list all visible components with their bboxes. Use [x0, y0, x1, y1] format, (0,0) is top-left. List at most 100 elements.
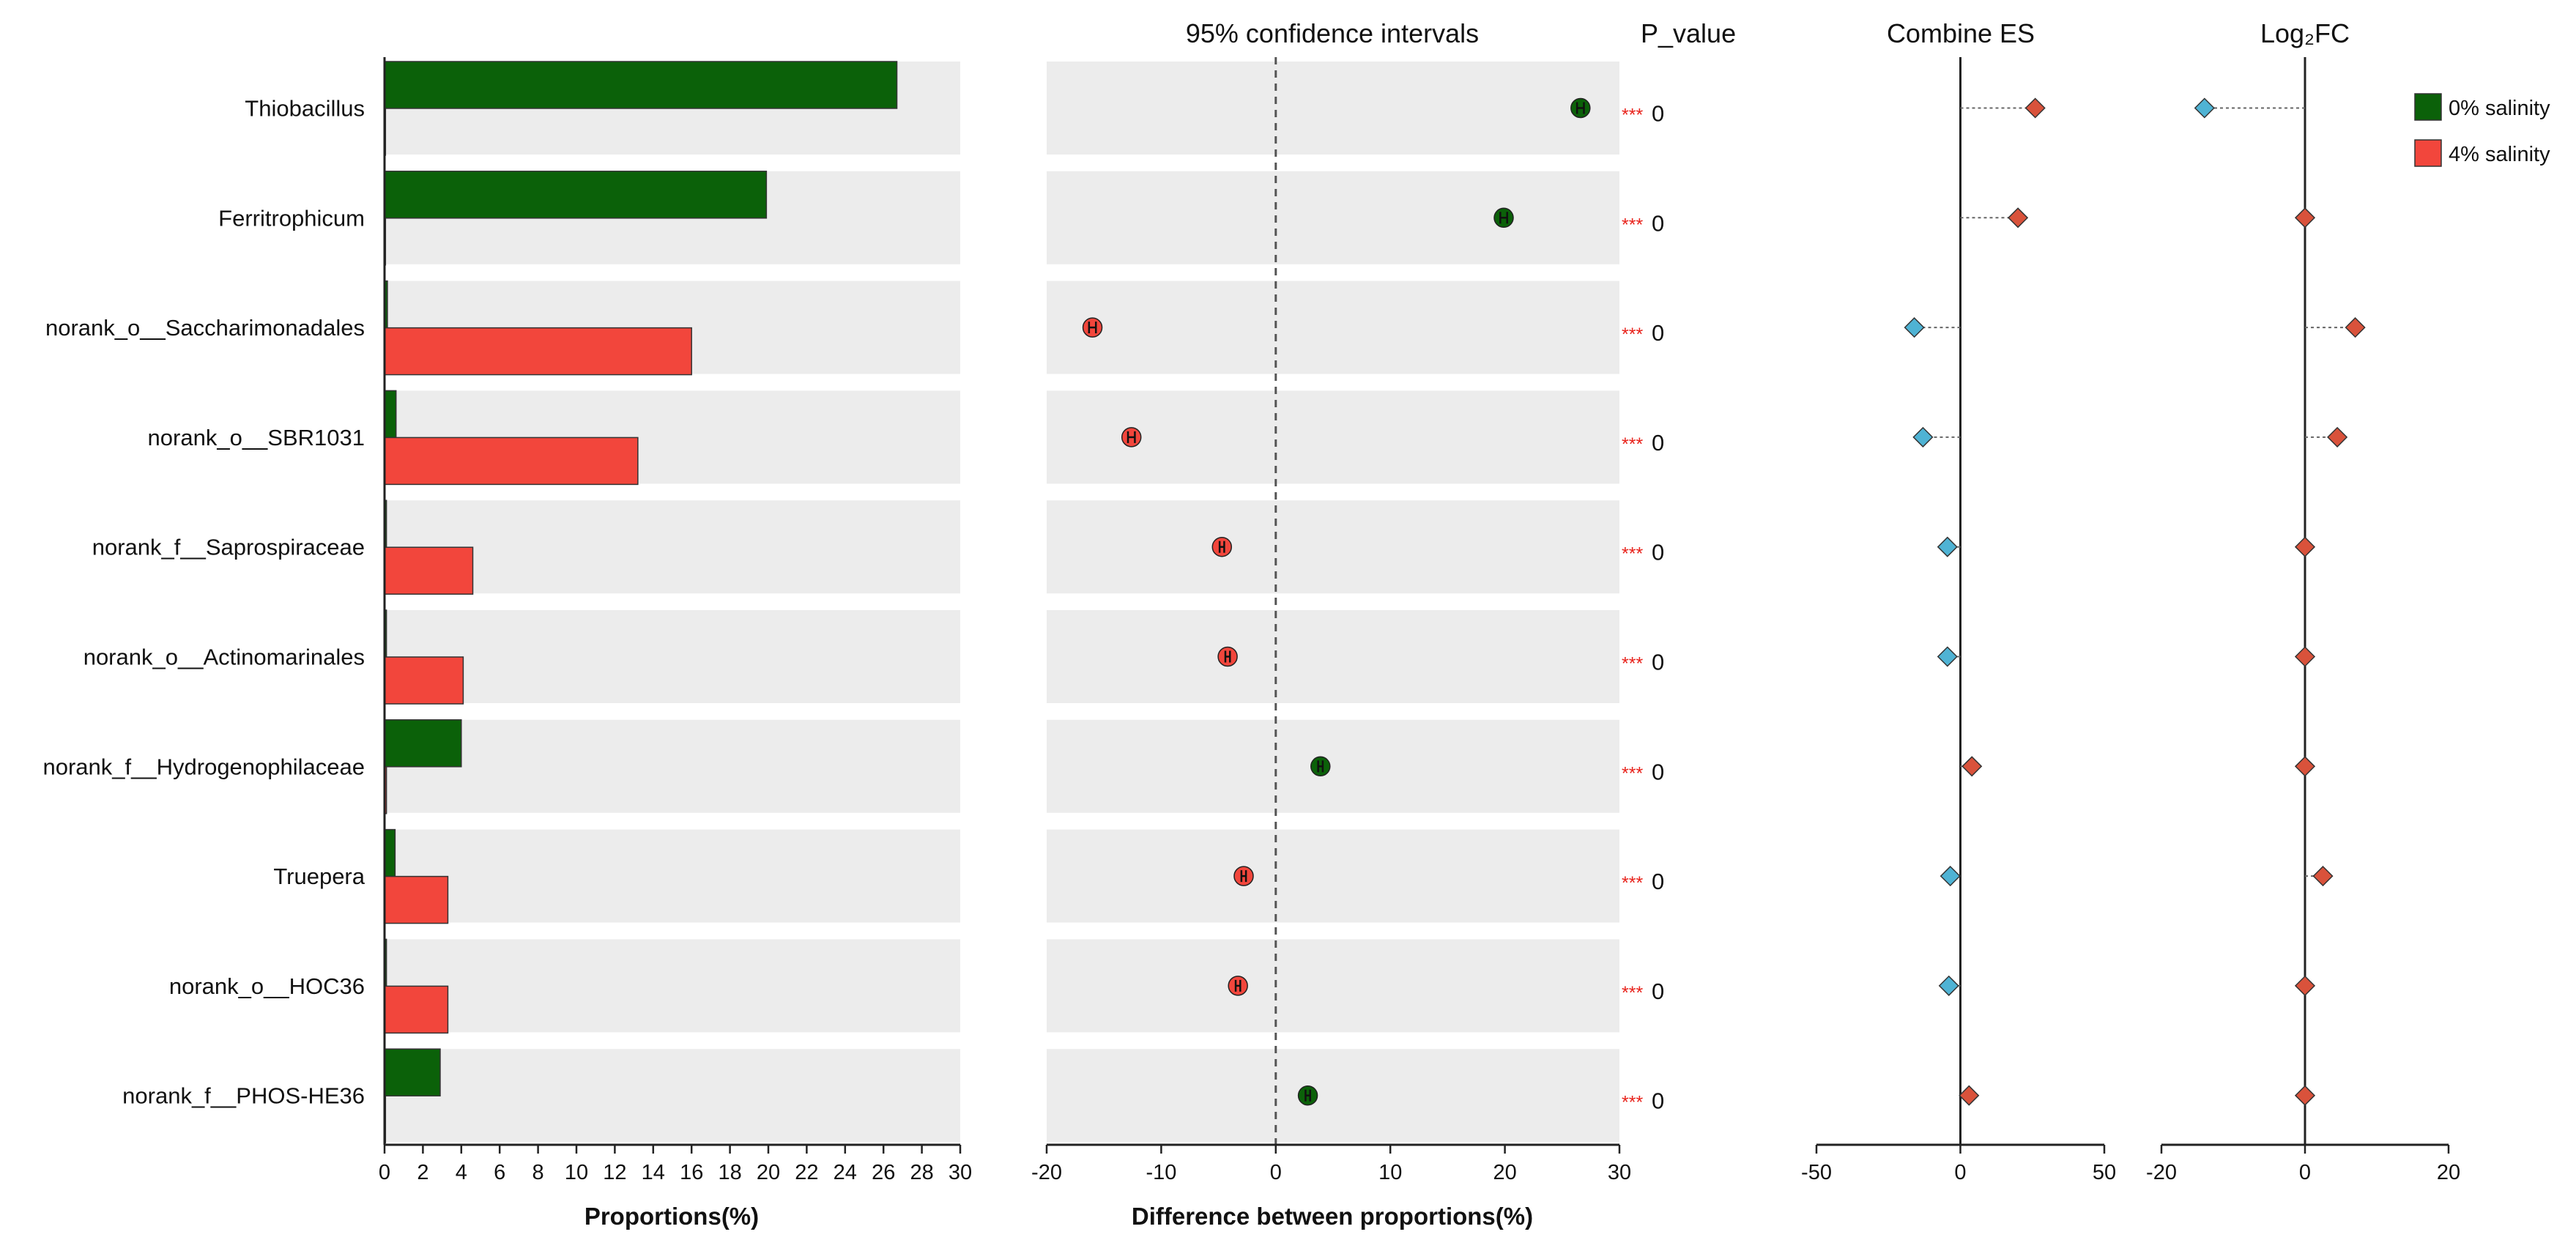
log2fc-tick-label: -20 — [2146, 1161, 2177, 1184]
bar-4-salinity-norank-o-saccharimonadales — [384, 327, 692, 376]
bar-4-salinity-norank-f-saprospiraceae — [384, 546, 474, 595]
difference-axis-title: Difference between proportions(%) — [1132, 1203, 1533, 1230]
row-background — [385, 610, 960, 703]
taxon-label-truepera: Truepera — [273, 864, 365, 889]
p-value-norank-o-sbr1031: 0 — [1652, 430, 1664, 456]
proportions-tick-label: 18 — [718, 1161, 741, 1184]
proportions-tick-label: 12 — [603, 1161, 626, 1184]
proportions-tick-label: 16 — [680, 1161, 703, 1184]
proportions-tick-label: 4 — [456, 1161, 467, 1184]
proportions-tick-label: 28 — [910, 1161, 933, 1184]
row-background — [385, 939, 960, 1033]
p-value-norank-f-saprospiraceae: 0 — [1652, 540, 1664, 565]
bar-0-salinity-thiobacillus — [384, 61, 898, 109]
log2fc-marker-norank-o-sbr1031 — [2327, 426, 2348, 448]
proportions-tick-label: 30 — [949, 1161, 972, 1184]
combine-es-marker-norank-o-actinomarinales — [1937, 646, 1958, 667]
p-value-norank-f-phos-he36: 0 — [1652, 1088, 1664, 1114]
row-background — [1047, 939, 1619, 1033]
taxon-label-norank-o-sbr1031: norank_o__SBR1031 — [148, 425, 365, 450]
row-background — [1047, 390, 1619, 484]
row-background — [385, 829, 960, 923]
significance-stars-norank-f-saprospiraceae: *** — [1622, 544, 1643, 565]
proportions-tick-label: 14 — [642, 1161, 665, 1184]
log2fc-marker-norank-f-phos-he36 — [2294, 1085, 2316, 1106]
proportions-tick-label: 26 — [872, 1161, 895, 1184]
bar-4-salinity-norank-o-sbr1031 — [384, 437, 639, 486]
bar-4-salinity-norank-o-hoc36 — [384, 985, 449, 1034]
combine-es-marker-norank-f-hydrogenophilaceae — [1961, 756, 1983, 777]
difference-tick-label: -20 — [1031, 1161, 1062, 1184]
difference-panel: -20 -10 0 10 20 30 — [1031, 57, 1631, 1184]
p-value-norank-f-hydrogenophilaceae: 0 — [1652, 759, 1664, 784]
log2fc-marker-truepera — [2312, 866, 2334, 887]
p-value-title: P_value — [1641, 18, 1736, 48]
significance-stars-norank-o-actinomarinales: *** — [1622, 654, 1643, 675]
row-background — [385, 500, 960, 594]
proportions-tick-label: 22 — [795, 1161, 818, 1184]
bar-0-salinity-ferritrophicum — [384, 171, 768, 219]
significance-stars-norank-o-sbr1031: *** — [1622, 434, 1643, 455]
taxon-label-norank-f-saprospiraceae: norank_f__Saprospiraceae — [92, 535, 365, 560]
row-background — [1047, 1049, 1619, 1143]
log2fc-marker-norank-f-hydrogenophilaceae — [2294, 756, 2316, 777]
proportions-tick-label: 0 — [379, 1161, 390, 1184]
combine-es-marker-thiobacillus — [2024, 97, 2046, 119]
significance-stars-norank-o-hoc36: *** — [1622, 983, 1643, 1003]
row-background — [1047, 500, 1619, 594]
proportions-axis-title: Proportions(%) — [584, 1203, 759, 1230]
row-background — [1047, 281, 1619, 374]
difference-tick-label: 20 — [1493, 1161, 1516, 1184]
proportions-tick-label: 6 — [494, 1161, 505, 1184]
combine-es-marker-ferritrophicum — [2008, 207, 2029, 229]
proportions-tick-label: 20 — [757, 1161, 780, 1184]
log2fc-tick-label: 0 — [2299, 1161, 2311, 1184]
bar-4-salinity-truepera — [384, 875, 449, 924]
row-background — [1047, 62, 1619, 155]
p-value-norank-o-actinomarinales: 0 — [1652, 650, 1664, 675]
taxon-label-norank-o-actinomarinales: norank_o__Actinomarinales — [83, 645, 365, 670]
row-background — [1047, 719, 1619, 813]
legend-swatch-4-salinity — [2414, 139, 2442, 167]
taxon-label-thiobacillus: Thiobacillus — [245, 96, 365, 122]
significance-stars-norank-o-saccharimonadales: *** — [1622, 324, 1643, 345]
difference-tick-label: 0 — [1270, 1161, 1282, 1184]
difference-tick-label: 30 — [1608, 1161, 1631, 1184]
combine-es-panel: -50 0 50 — [1801, 57, 2116, 1184]
p-value-panel: *** 0 *** 0 *** 0 *** 0 *** 0 *** 0 *** 0 *** 0 *** 0 *** 0 — [1622, 101, 1664, 1114]
row-background — [385, 719, 960, 813]
difference-tick-label: -10 — [1146, 1161, 1176, 1184]
taxon-label-norank-f-hydrogenophilaceae: norank_f__Hydrogenophilaceae — [43, 754, 365, 779]
log2fc-marker-ferritrophicum — [2294, 207, 2316, 229]
row-background — [1047, 610, 1619, 703]
combine-es-title: Combine ES — [1887, 18, 2035, 48]
p-value-norank-o-saccharimonadales: 0 — [1652, 320, 1664, 346]
bar-0-salinity-norank-f-hydrogenophilaceae — [384, 719, 462, 768]
combine-es-marker-norank-o-saccharimonadales — [1904, 317, 1925, 338]
log2fc-marker-norank-f-saprospiraceae — [2294, 536, 2316, 557]
proportions-tick-label: 10 — [565, 1161, 588, 1184]
log2fc-marker-thiobacillus — [2194, 97, 2215, 119]
combine-es-marker-norank-f-phos-he36 — [1959, 1085, 1980, 1106]
significance-stars-norank-f-phos-he36: *** — [1622, 1093, 1643, 1113]
bar-0-salinity-norank-o-sbr1031 — [384, 390, 397, 439]
taxon-label-norank-o-saccharimonadales: norank_o__Saccharimonadales — [45, 315, 365, 341]
significance-stars-truepera: *** — [1622, 873, 1643, 894]
legend-label-0-salinity: 0% salinity — [2449, 97, 2550, 120]
row-background — [385, 1049, 960, 1143]
log2fc-marker-norank-o-hoc36 — [2294, 975, 2316, 996]
combine-es-marker-norank-f-saprospiraceae — [1937, 536, 1958, 557]
proportions-tick-label: 8 — [532, 1161, 544, 1184]
p-value-norank-o-hoc36: 0 — [1652, 979, 1664, 1004]
proportions-tick-label: 24 — [834, 1161, 857, 1184]
row-background — [1047, 829, 1619, 923]
log2fc-title: Log₂FC — [2260, 18, 2350, 48]
bar-0-salinity-truepera — [384, 828, 396, 877]
combine-es-marker-norank-o-hoc36 — [1938, 975, 1959, 996]
taxon-label-ferritrophicum: Ferritrophicum — [218, 205, 365, 231]
proportions-panel: Thiobacillus Ferritrophicum norank_o__Sacc… — [43, 57, 972, 1184]
log2fc-marker-norank-o-actinomarinales — [2294, 646, 2316, 667]
log2fc-panel: -20 0 20 — [2146, 57, 2460, 1184]
